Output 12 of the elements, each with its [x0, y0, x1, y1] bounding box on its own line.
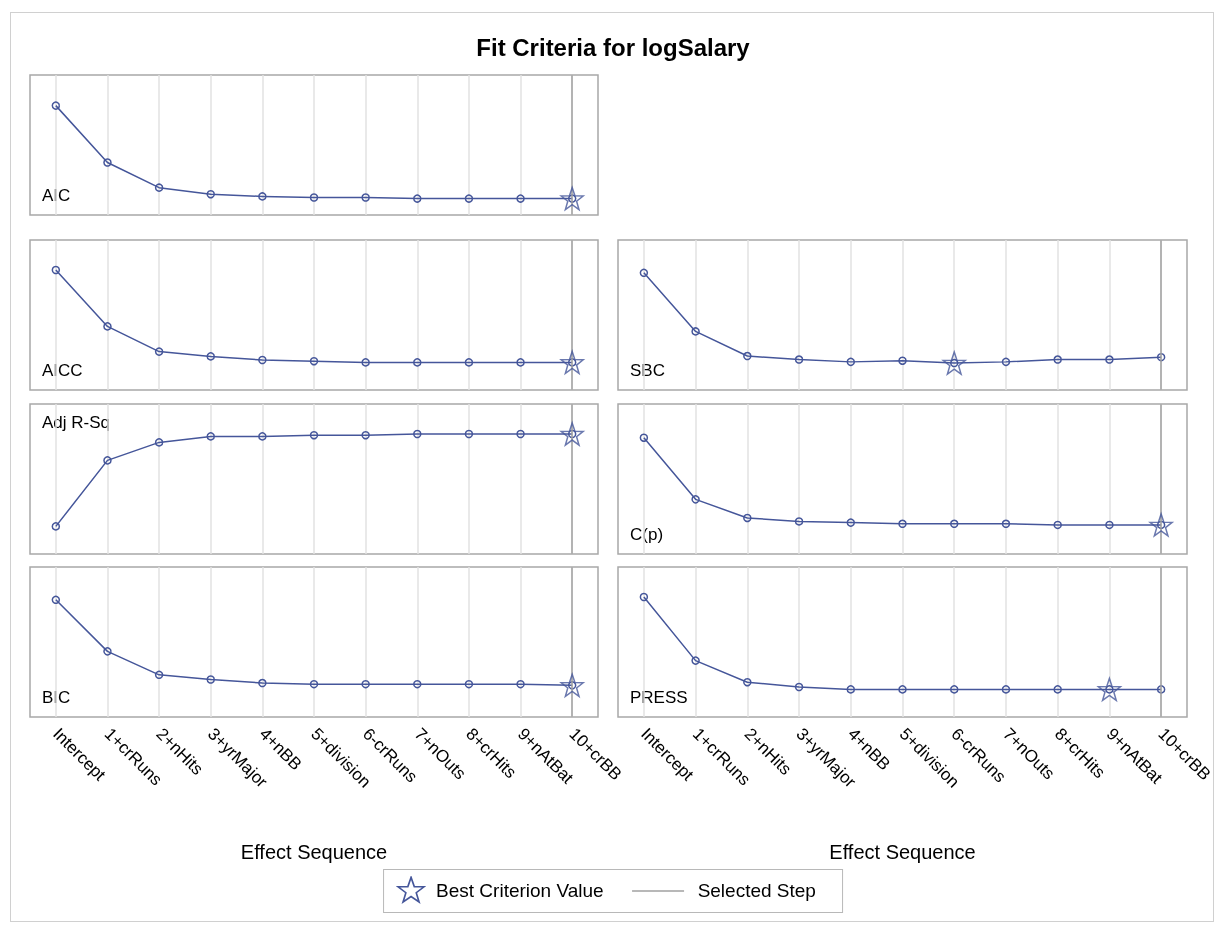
annotation: BIC [42, 688, 71, 707]
x-axis-title: Effect Sequence [829, 841, 976, 863]
chart-title: Fit Criteria for logSalary [475, 34, 751, 62]
text: Adj R-Sq [42, 413, 111, 432]
x-axis-title: Effect Sequence [240, 841, 388, 863]
annotation: AICC [42, 361, 83, 380]
legend-label: Selected Step [697, 880, 816, 902]
annotation: SBC [630, 361, 665, 380]
annotation: PRESS [630, 688, 688, 707]
annotation: C(p) [630, 525, 664, 544]
legend-label: Best Criterion Value [436, 880, 604, 902]
annotation: AIC [42, 186, 71, 205]
